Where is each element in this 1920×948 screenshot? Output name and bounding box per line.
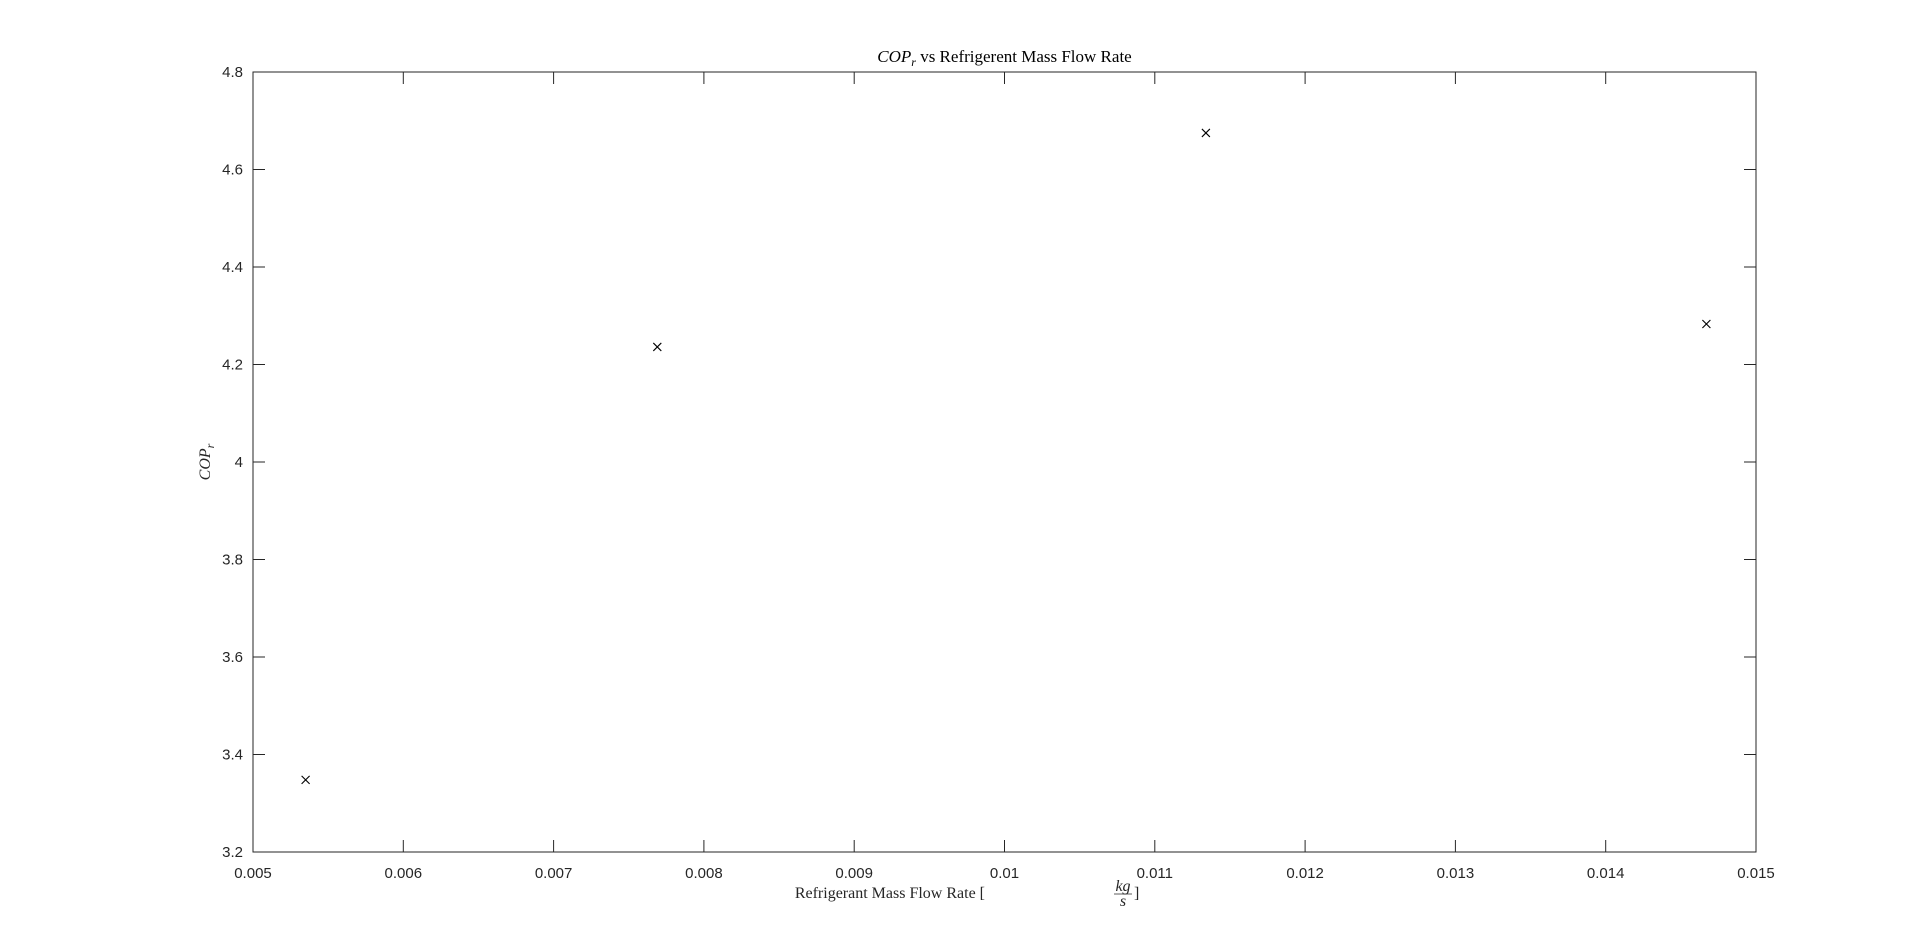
x-axis-label-denominator: s bbox=[1120, 893, 1126, 910]
y-axis-label: COPr bbox=[197, 443, 217, 480]
x-tick-label: 0.012 bbox=[1286, 865, 1324, 882]
y-tick-label: 4.4 bbox=[222, 259, 243, 276]
data-point-marker bbox=[1702, 319, 1711, 329]
title-main: COP bbox=[877, 47, 911, 66]
x-tick-label: 0.008 bbox=[685, 865, 723, 882]
y-tick-label: 3.4 bbox=[222, 747, 243, 764]
x-tick-label: 0.009 bbox=[835, 865, 873, 882]
plot-area bbox=[252, 71, 1757, 853]
y-tick-label: 3.2 bbox=[222, 844, 243, 861]
chart-title: COPr vs Refrigerent Mass Flow Rate bbox=[877, 47, 1131, 69]
x-tick-label: 0.01 bbox=[990, 865, 1019, 882]
y-tick-label: 4.8 bbox=[222, 64, 243, 81]
title-subscript: r bbox=[911, 55, 916, 69]
x-tick-label: 0.015 bbox=[1737, 865, 1775, 882]
data-point-marker bbox=[1201, 128, 1211, 138]
x-tick-label: 0.011 bbox=[1137, 865, 1173, 882]
y-tick-label: 4 bbox=[235, 454, 243, 471]
y-axis: 3.2 3.4 3.6 3.8 4 4.2 4.4 4.6 4.8 bbox=[222, 64, 1756, 861]
data-point-marker bbox=[301, 775, 310, 785]
title-rest: vs Refrigerent Mass Flow Rate bbox=[916, 47, 1132, 66]
x-tick-label: 0.013 bbox=[1437, 865, 1475, 882]
x-axis-label-numerator: kg bbox=[1115, 878, 1130, 895]
x-tick-label: 0.005 bbox=[234, 865, 272, 882]
x-axis-label-close: ] bbox=[1134, 885, 1139, 902]
x-axis-label: Refrigerant Mass Flow Rate [ bbox=[795, 885, 985, 902]
y-tick-label: 3.8 bbox=[222, 552, 243, 569]
y-axis-label-subscript: r bbox=[203, 443, 217, 448]
data-point-marker bbox=[652, 342, 662, 352]
y-tick-label: 4.6 bbox=[222, 162, 243, 179]
x-tick-label: 0.007 bbox=[535, 865, 573, 882]
y-axis-label-main: COP bbox=[197, 448, 214, 480]
x-tick-label: 0.006 bbox=[385, 865, 423, 882]
y-tick-label: 3.6 bbox=[222, 649, 243, 666]
y-tick-label: 4.2 bbox=[222, 357, 243, 374]
data-series bbox=[301, 128, 1711, 785]
x-axis: 0.005 0.006 0.007 0.008 0.009 0.01 0.011 0.012 0… bbox=[234, 72, 1775, 882]
x-tick-label: 0.014 bbox=[1587, 865, 1625, 882]
